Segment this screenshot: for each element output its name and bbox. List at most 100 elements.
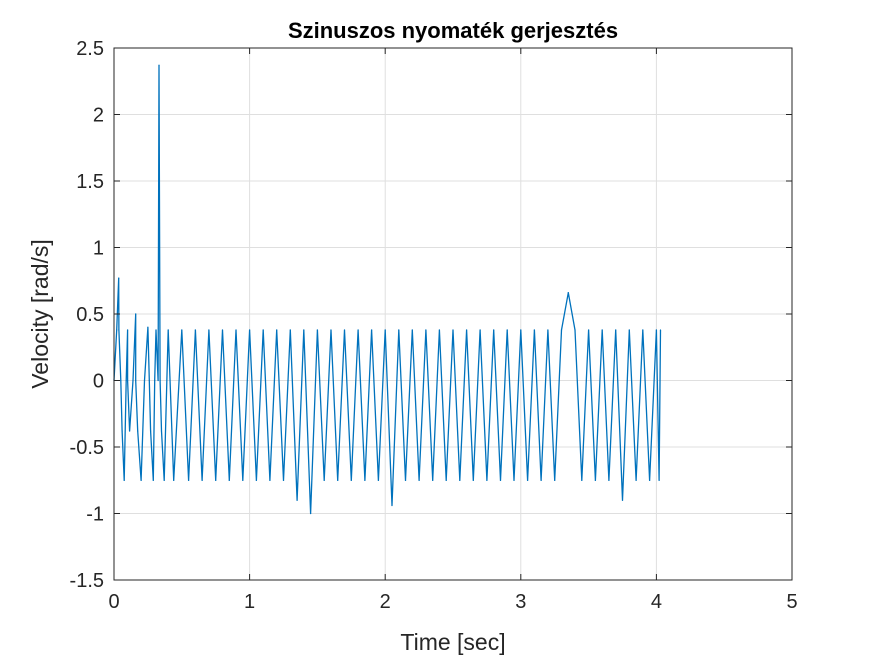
data-point [148, 379, 150, 382]
data-point [330, 329, 332, 331]
data-point [445, 479, 447, 481]
data-point [158, 64, 160, 66]
data-point [249, 329, 251, 331]
data-point [343, 329, 346, 331]
data-point [357, 329, 359, 331]
data-point [147, 326, 149, 328]
data-point [269, 479, 271, 481]
data-point [296, 499, 298, 501]
data-point [465, 329, 468, 331]
data-point [350, 479, 352, 481]
data-point [391, 504, 393, 507]
data-point [118, 329, 120, 331]
data-point [201, 479, 203, 481]
x-axis-ticks: 0 1 2 3 4 5 [108, 48, 798, 613]
data-point [135, 379, 137, 382]
data-point [520, 329, 522, 331]
data-point [588, 329, 590, 331]
data-point [554, 479, 556, 481]
data-point [152, 479, 154, 481]
data-point [242, 479, 244, 481]
y-axis-ticks: -1.5 -1 -0.5 0 0.5 1 1.5 2 2.5 [70, 38, 792, 592]
data-point [143, 379, 146, 382]
data-point [208, 329, 210, 331]
data-point [438, 329, 441, 331]
data-point [262, 329, 264, 331]
x-tick-label: 4 [651, 591, 662, 613]
data-point [221, 329, 224, 331]
data-point [594, 479, 596, 481]
data-point [658, 479, 660, 481]
data-point [540, 479, 542, 481]
data-point [628, 329, 630, 331]
series-group [113, 64, 662, 515]
data-point [135, 313, 137, 315]
data-point [472, 479, 474, 481]
x-tick-label: 3 [515, 591, 526, 613]
data-point [635, 479, 637, 481]
data-point [316, 329, 318, 331]
data-point [547, 329, 549, 331]
data-point [608, 479, 610, 481]
data-point [425, 329, 427, 331]
data-point [493, 329, 495, 331]
data-point [499, 479, 502, 481]
data-point [167, 329, 169, 331]
data-point [479, 329, 481, 331]
data-point [163, 479, 165, 481]
data-point [228, 479, 230, 481]
data-point [140, 479, 142, 481]
data-point [581, 479, 583, 481]
y-tick-label: 1.5 [76, 171, 104, 193]
data-point [154, 379, 156, 382]
data-point [173, 479, 175, 481]
chart-title: Szinuszos nyomaték gerjesztés [288, 18, 618, 43]
data-point [615, 329, 617, 331]
data-point [276, 329, 278, 331]
data-point [459, 479, 461, 481]
data-point [411, 329, 413, 331]
data-point [255, 479, 257, 481]
data-point [371, 329, 373, 331]
data-point [194, 329, 196, 331]
y-tick-label: 2.5 [76, 38, 104, 60]
data-point [126, 329, 129, 331]
data-point [404, 479, 407, 481]
data-point [181, 329, 183, 331]
data-point [560, 329, 563, 331]
data-point [303, 329, 305, 331]
data-point [621, 499, 624, 501]
x-tick-label: 5 [786, 591, 797, 613]
data-point [398, 329, 400, 331]
data-point [533, 329, 535, 331]
data-point [655, 329, 658, 331]
data-point [187, 479, 190, 481]
data-point [159, 379, 161, 382]
data-point [235, 329, 237, 331]
data-point [120, 379, 122, 382]
x-tick-label: 1 [244, 591, 255, 613]
y-tick-label: 0 [93, 371, 104, 393]
data-point [452, 329, 454, 331]
data-point [649, 479, 651, 481]
data-point [215, 479, 217, 481]
data-point [574, 329, 576, 331]
data-point [659, 329, 662, 331]
data-point [526, 479, 529, 481]
data-point [310, 512, 312, 515]
data-point [155, 329, 157, 331]
data-point [132, 379, 134, 382]
y-tick-label: -0.5 [70, 437, 104, 459]
data-point [128, 430, 131, 432]
data-point [418, 479, 420, 481]
data-point [282, 479, 285, 481]
y-tick-label: 1 [93, 238, 104, 260]
data-point [432, 479, 434, 481]
data-point [601, 329, 603, 331]
y-tick-label: -1.5 [70, 570, 104, 592]
data-point [377, 479, 380, 481]
x-tick-label: 0 [108, 591, 119, 613]
x-axis-label: Time [sec] [400, 629, 505, 655]
data-point [513, 479, 515, 481]
